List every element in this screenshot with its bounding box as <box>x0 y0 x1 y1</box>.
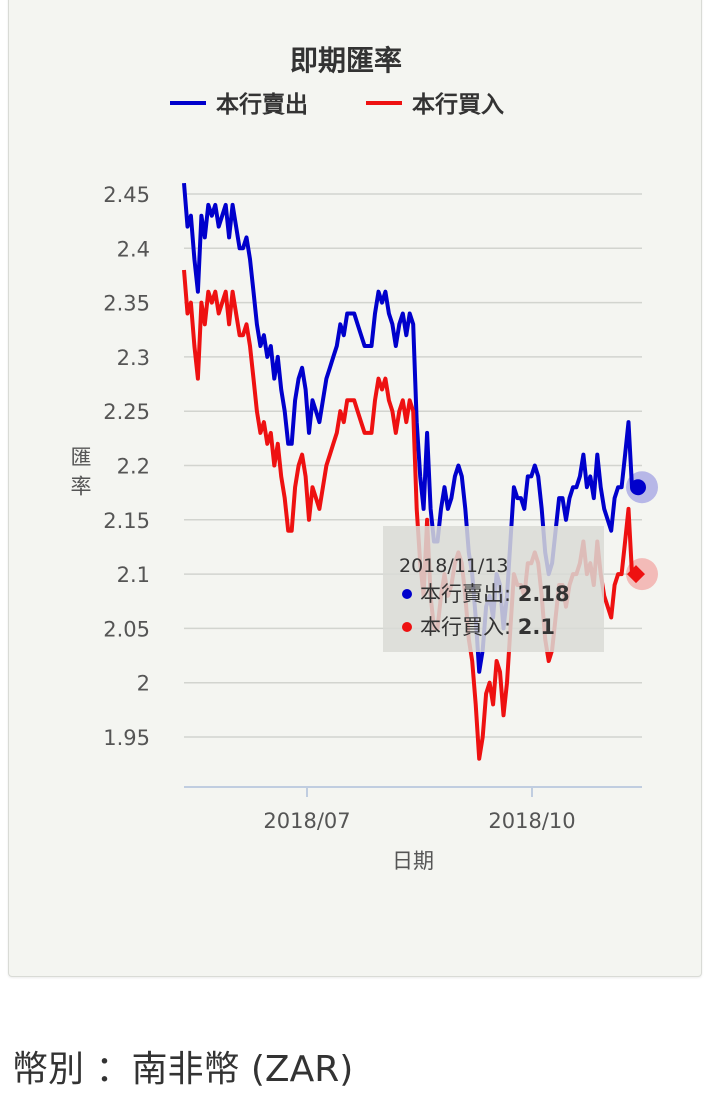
y-tick-label: 2.45 <box>103 183 150 207</box>
hover-point-buy <box>627 565 645 584</box>
y-tick-label: 2.15 <box>103 509 150 533</box>
series-line-sell <box>182 182 634 674</box>
tooltip-buy-label: 本行買入: <box>420 615 518 639</box>
tooltip-sell-label: 本行賣出: <box>420 582 518 606</box>
currency-label: 幣別 ：南非幣 (ZAR) <box>12 1049 354 1090</box>
x-axis-title: 日期 <box>392 849 434 873</box>
tooltip-sell-dot <box>402 589 412 599</box>
y-axis-ticks: 2.45 2.4 2.35 2.3 2.25 2.2 2.15 2.1 2.05 2 1.95 <box>103 183 150 750</box>
y-tick-label: 2.4 <box>117 237 150 261</box>
tooltip-date: 2018/11/13 <box>399 555 509 577</box>
tooltip-buy-value: 2.1 <box>518 615 555 639</box>
x-tick-label: 2018/07 <box>263 809 350 833</box>
x-tick-label: 2018/10 <box>488 809 575 833</box>
tooltip-sell-row: 本行賣出: 2.18 <box>420 582 570 606</box>
y-tick-label: 2.25 <box>103 400 150 424</box>
series-lines <box>182 182 634 761</box>
x-axis-ticks: 2018/07 2018/10 <box>263 787 576 833</box>
tooltip: 2018/11/13 本行賣出: 2.18 本行買入: 2.1 <box>383 526 604 652</box>
y-tick-label: 2.3 <box>117 346 150 370</box>
y-tick-label: 2.35 <box>103 292 150 316</box>
tooltip-buy-dot <box>402 622 412 632</box>
chart-title: 即期匯率 <box>290 44 402 77</box>
y-tick-label: 2.1 <box>117 563 150 587</box>
hover-point-sell <box>630 479 646 496</box>
legend[interactable]: 本行賣出 本行買入 <box>170 91 504 118</box>
y-axis-title: 匯率 <box>68 446 92 504</box>
y-tick-label: 2.2 <box>117 455 150 479</box>
hover-markers <box>626 471 658 591</box>
y-tick-label: 2 <box>137 672 150 696</box>
legend-label-sell[interactable]: 本行賣出 <box>216 91 308 118</box>
exchange-rate-chart[interactable]: 即期匯率 本行賣出 本行買入 2.45 2.4 2.35 2.3 2.25 2.2 2.15… <box>0 0 720 1000</box>
tooltip-buy-row: 本行買入: 2.1 <box>420 615 555 639</box>
tooltip-box <box>383 526 604 652</box>
y-tick-label: 1.95 <box>103 726 150 750</box>
tooltip-sell-value: 2.18 <box>518 582 570 606</box>
legend-label-buy[interactable]: 本行買入 <box>412 91 504 118</box>
y-tick-label: 2.05 <box>103 617 150 641</box>
